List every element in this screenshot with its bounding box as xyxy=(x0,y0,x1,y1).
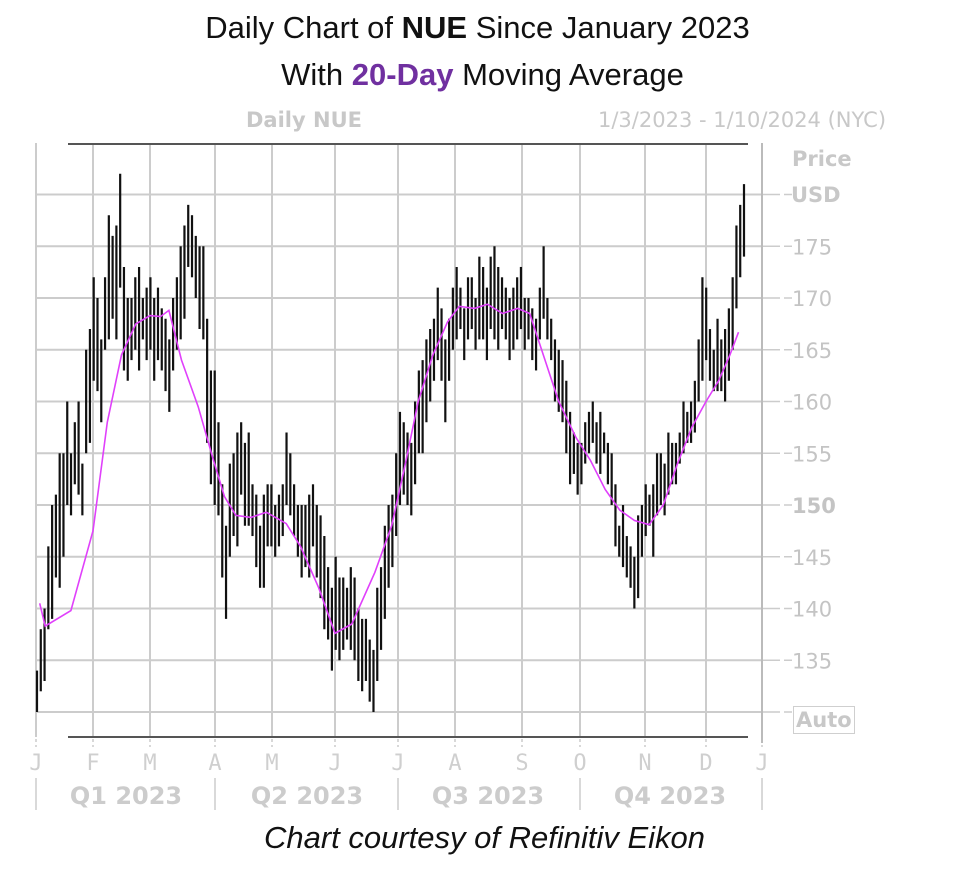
x-quarter-label: Q4 2023 xyxy=(614,782,726,810)
y-tick-label: 175 xyxy=(792,235,832,259)
y-tick-label: 135 xyxy=(792,649,832,673)
x-month-label: A xyxy=(448,751,461,776)
x-month-label: J xyxy=(755,751,768,776)
title-ticker: NUE xyxy=(401,10,468,45)
x-month-label: O xyxy=(573,751,586,776)
x-month-label: J xyxy=(391,751,404,776)
x-month-label: A xyxy=(208,751,221,776)
x-quarter-label: Q2 2023 xyxy=(251,782,363,810)
y-tick-label: 140 xyxy=(792,598,832,622)
chart-title-line2: With 20-Day Moving Average xyxy=(3,57,959,93)
y-tick-label: 150 xyxy=(792,494,836,518)
x-month-label: F xyxy=(86,751,99,776)
y-tick-label: 170 xyxy=(792,287,832,311)
title-text: Moving Average xyxy=(453,57,684,92)
title-text: With xyxy=(281,57,352,92)
x-month-label: J xyxy=(328,751,341,776)
x-month-label: N xyxy=(638,751,651,776)
y-axis-label-price: Price xyxy=(792,147,852,171)
chart-credit: Chart courtesy of Refinitiv Eikon xyxy=(263,820,706,855)
x-month-label: D xyxy=(699,751,712,776)
x-month-label: M xyxy=(265,751,278,776)
y-tick-label: 145 xyxy=(792,546,832,570)
auto-scale-button[interactable]: Auto xyxy=(793,706,855,734)
moving-average-line xyxy=(38,303,740,635)
x-month-label: J xyxy=(29,751,42,776)
x-quarter-label: Q1 2023 xyxy=(70,782,182,810)
title-text: Since January 2023 xyxy=(467,10,750,45)
series-label: Daily NUE xyxy=(246,108,362,132)
x-month-label: S xyxy=(515,751,528,776)
x-quarter-label: Q3 2023 xyxy=(432,782,544,810)
y-axis-label-currency: USD xyxy=(791,183,841,207)
ma-period-highlight: 20-Day xyxy=(351,57,454,92)
title-text: Daily Chart of xyxy=(205,10,402,45)
x-month-label: M xyxy=(143,751,156,776)
y-tick-label: 165 xyxy=(792,339,832,363)
y-tick-label: 155 xyxy=(792,442,832,466)
chart-title-line1: Daily Chart of NUE Since January 2023 xyxy=(0,10,957,46)
y-tick-label: 160 xyxy=(792,391,832,415)
date-range-label: 1/3/2023 - 1/10/2024 (NYC) xyxy=(598,108,887,132)
